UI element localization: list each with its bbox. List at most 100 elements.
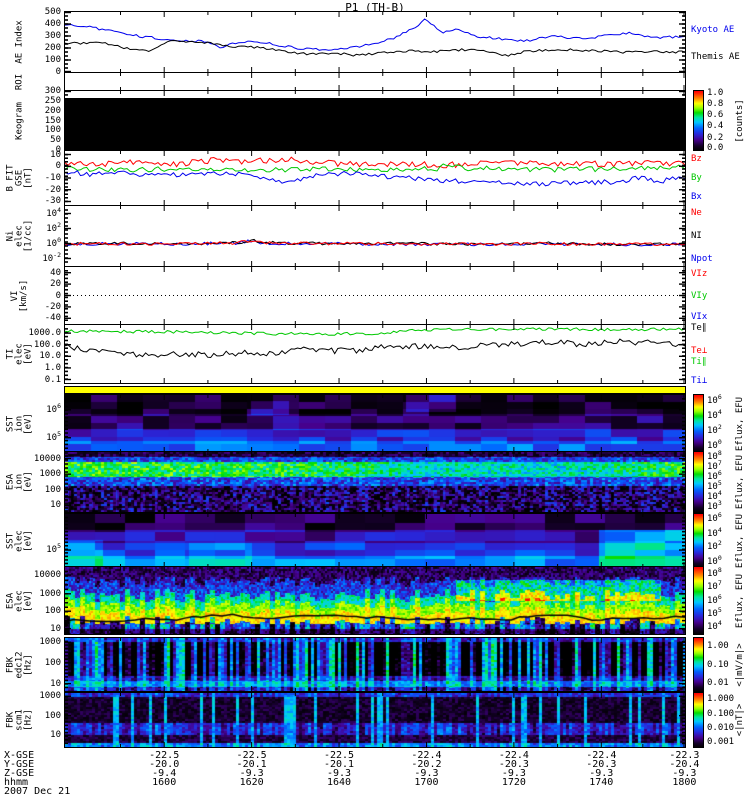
fbk_scm1-colorbar-strip: [694, 693, 703, 747]
bottom-value-hhmm-6: 1800: [672, 777, 697, 788]
keogram-cbtick-5: 0.0: [707, 143, 724, 154]
keogram-ytick-4: 100: [44, 125, 61, 136]
fbk_edc12-cbtick-0: 1.00: [707, 640, 729, 651]
t_i-ytick-3: 1.0: [44, 362, 61, 373]
ae_index-legend-1: Themis AE: [691, 52, 740, 62]
fbk_scm1-ytick-2: 10: [50, 730, 61, 741]
t_i-series-Te∥: [65, 338, 685, 359]
fbk_scm1-ytick-1: 100: [44, 710, 61, 721]
sst_elec-cb-unit: Eflux, EFU: [735, 513, 745, 568]
b_fit-ytick-2: -10: [44, 173, 61, 183]
esa_ion-colorbar: [693, 451, 704, 513]
date-label: 2007 Dec 21: [4, 786, 71, 797]
ae_index-series-Kyoto AE: [65, 18, 685, 51]
bottom-value-Z-GSE-5: -9.3: [589, 768, 614, 779]
esa_ion-axis-ticks: [65, 452, 685, 512]
sst_ion-cbtick-1: 104: [707, 408, 722, 422]
sst_elec-cbtick-2: 102: [707, 539, 722, 553]
sst_elec-panel: [64, 513, 686, 568]
b_fit-ytick-1: 0: [55, 161, 61, 172]
ae_index-ytick-2: 300: [44, 31, 61, 41]
esa_elec-cb-unit: Eflux, EFU: [735, 573, 745, 628]
sst_ion-ytick-1: 105: [46, 429, 61, 443]
fbk_scm1-cbtick-2: 0.010: [707, 722, 735, 733]
sst_elec-colorbar: [693, 513, 704, 568]
sst_ion-axis-ticks: [65, 395, 685, 452]
bottom-value-Z-GSE-0: -9.4: [152, 768, 177, 779]
keogram-ytick-6: 0: [55, 145, 61, 155]
n_i-ytick-1: 102: [46, 220, 61, 234]
plot-title: P1 (TH-B): [345, 1, 405, 14]
keogram-ytick-2: 200: [44, 105, 61, 116]
sst_elec-spectrogram: [65, 514, 685, 567]
sst_elec-axis-ticks: [65, 514, 685, 567]
t_i-line-plot: [65, 327, 685, 359]
bottom-value-Y-GSE-3: -20.2: [411, 759, 442, 770]
esa_elec-ytick-1: 1000: [39, 588, 61, 599]
esa_elec-ytick-3: 10: [50, 623, 61, 634]
sst_ion-cb-unit: Eflux, EFU: [735, 396, 745, 451]
fbk_scm1-ytick-0: 1000: [39, 691, 61, 702]
n_i-legend-2: Npot: [691, 253, 713, 264]
bottom-value-hhmm-1: 1620: [239, 777, 264, 788]
ae_index-panel: [64, 11, 686, 73]
bottom-value-X-GSE-3: -22.4: [411, 750, 442, 761]
sst_elec-cbtick-0: 106: [707, 511, 722, 525]
v_i-line-plot: [65, 295, 685, 296]
keogram-axis-ticks: [65, 91, 685, 150]
n_i-series-Ne: [65, 240, 685, 247]
n_i-axis-ticks: [65, 206, 685, 266]
t_i-axis-ticks: [65, 325, 685, 383]
b_fit-line-plot: [65, 156, 685, 187]
sst_ion-colorbar-strip: [694, 395, 703, 452]
roi-axis-ticks: [119, 73, 685, 90]
bottom-value-hhmm-4: 1720: [501, 777, 526, 788]
esa_ion-colorbar-strip: [694, 452, 703, 512]
sst_ion-ytick-0: 106: [46, 401, 61, 415]
esa_ion-cbtick-3: 105: [707, 478, 722, 492]
esa_elec-ytick-0: 10000: [33, 570, 61, 581]
esa_ion-cbtick-4: 104: [707, 489, 722, 502]
esa_ion-ytick-0: 10000: [33, 453, 61, 464]
bottom-row-label-Y-GSE: Y-GSE: [4, 759, 35, 770]
fbk_scm1-colorbar: [693, 692, 704, 748]
v_i-ytick-2: 0: [55, 290, 61, 301]
fbk_scm1-spectrogram: [65, 693, 685, 747]
n_i-ytick-3: 10-2: [42, 250, 61, 264]
ae_index-line-plot: [65, 18, 685, 57]
sst_elec-colorbar-strip: [694, 514, 703, 567]
esa_ion-cbtick-0: 108: [707, 448, 722, 462]
esa_ion-ytick-1: 1000: [39, 469, 61, 480]
sst_elec-cbtick-1: 104: [707, 525, 722, 539]
bottom-value-X-GSE-6: -22.3: [669, 750, 700, 761]
n_i-ytick-2: 100: [46, 235, 61, 249]
t_i-ytick-1: 100.0: [33, 339, 61, 350]
esa_elec-colorbar: [693, 566, 704, 635]
esa_ion-ytick-3: 10: [50, 500, 61, 511]
n_i-line-plot: [65, 238, 685, 247]
b_fit-series-Bx: [65, 169, 685, 187]
esa_ion-ytick-2: 100: [44, 484, 61, 495]
keogram-cbtick-4: 0.2: [707, 132, 724, 143]
keogram-cbtick-3: 0.4: [707, 121, 724, 132]
bottom-value-hhmm-5: 1740: [589, 777, 614, 788]
v_i-ytick-0: 40: [50, 267, 61, 278]
t_i-series-Ti∥: [65, 327, 685, 336]
b_fit-panel: [64, 150, 686, 206]
sst_ion-colorbar: [693, 394, 704, 453]
esa_elec-spectrogram: [65, 567, 685, 634]
esa_elec-cbtick-3: 105: [707, 605, 722, 619]
v_i-ytick-3: -20: [44, 301, 61, 312]
bottom-value-Z-GSE-3: -9.3: [414, 768, 439, 779]
b_fit-ytick-3: -20: [44, 184, 61, 195]
b_fit-series-Bz: [65, 156, 685, 169]
bottom-value-X-GSE-0: -22.5: [149, 750, 180, 761]
fbk_edc12-cbtick-2: 0.01: [707, 678, 729, 689]
v_i-legend-0: VIz: [691, 268, 708, 279]
esa_ion-cb-unit: Eflux, EFU: [735, 454, 745, 510]
v_i-legend-2: VIx: [691, 312, 708, 323]
bottom-value-Y-GSE-4: -20.3: [498, 759, 529, 770]
ae_index-ytick-5: 0: [55, 67, 61, 77]
ae_index-ytick-0: 500: [44, 7, 61, 17]
